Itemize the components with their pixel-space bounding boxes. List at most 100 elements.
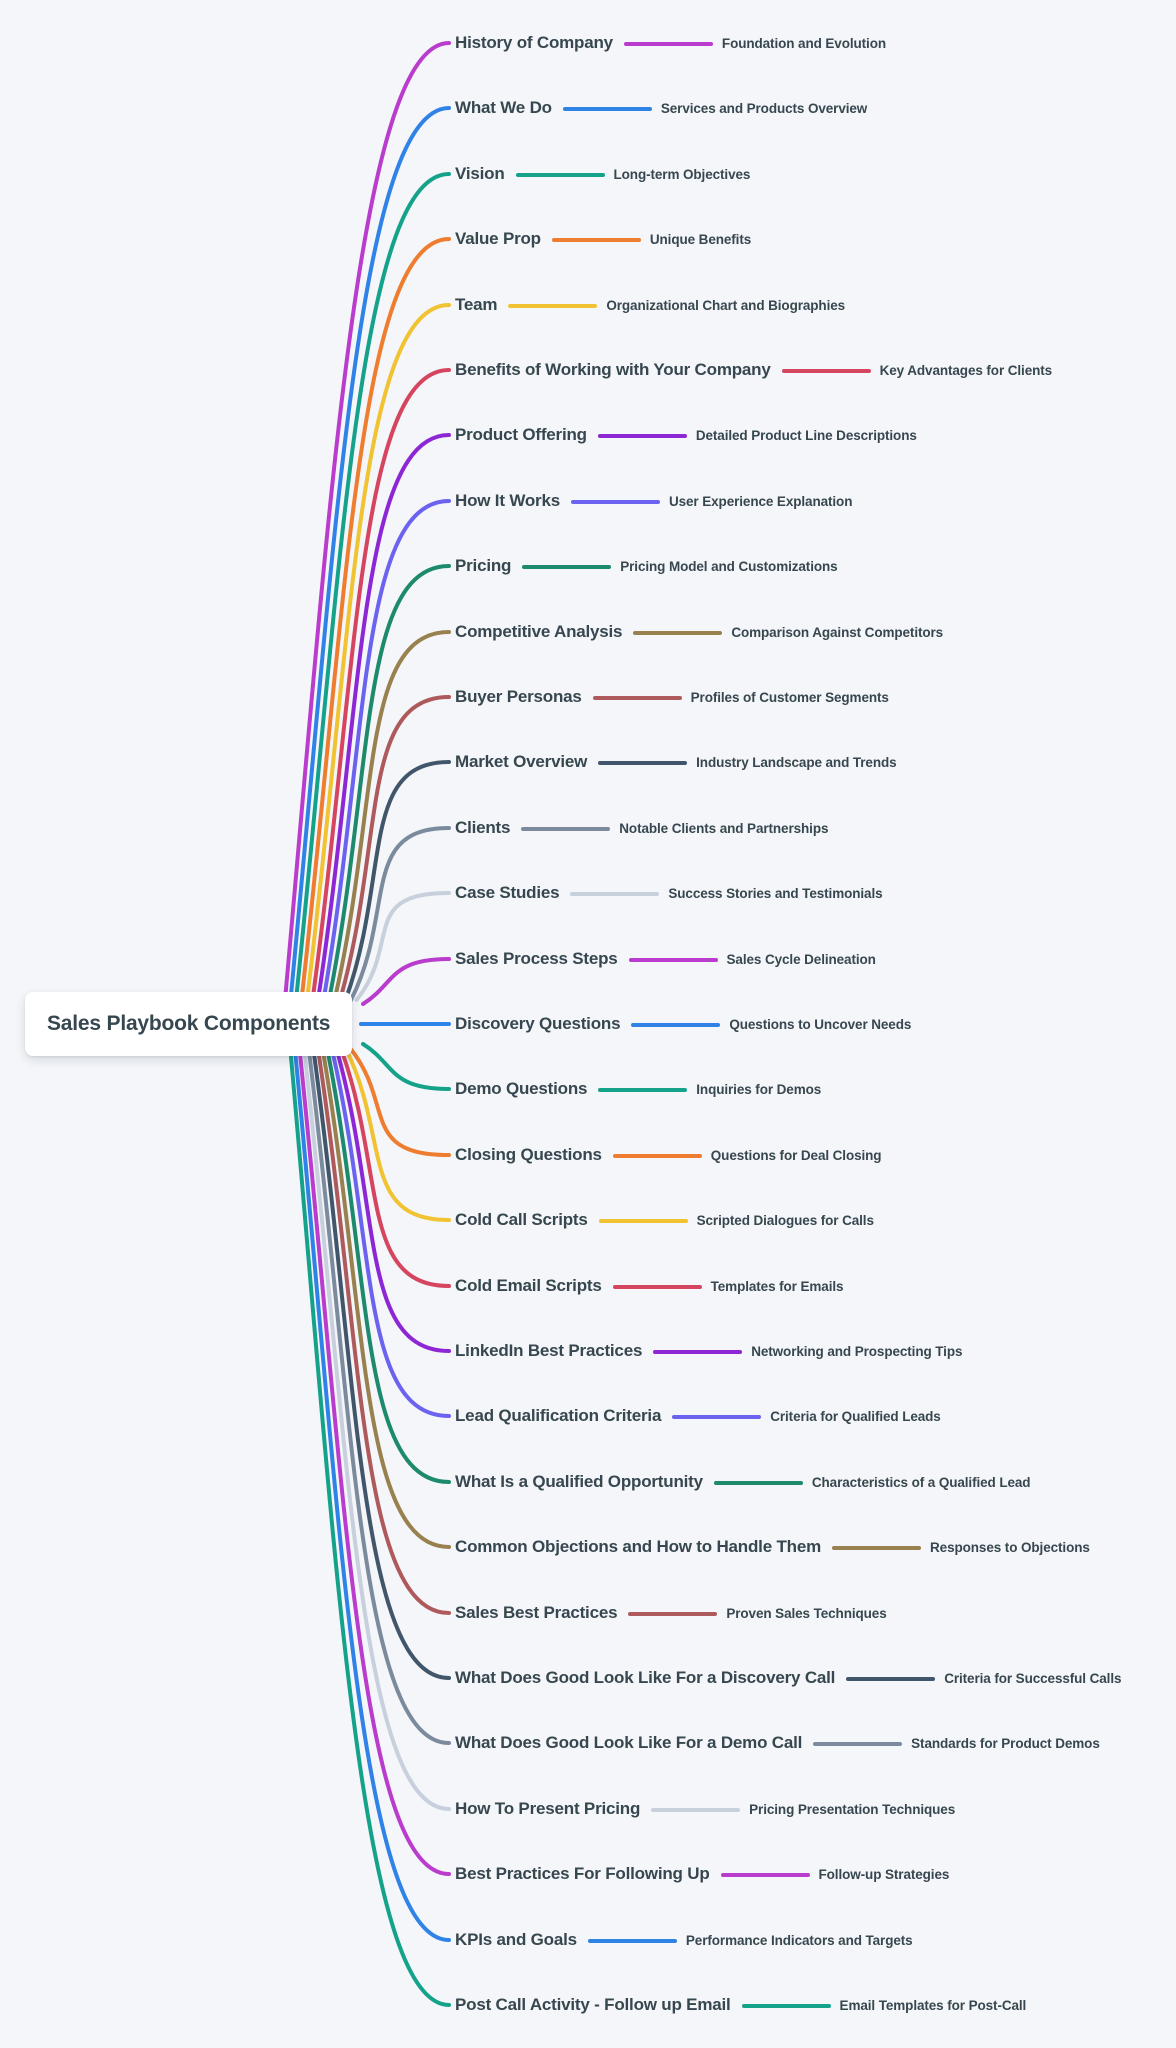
branch-label[interactable]: What Does Good Look Like For a Demo Call <box>455 1733 803 1752</box>
branch-sublabel[interactable]: Success Stories and Testimonials <box>668 885 883 901</box>
branch-connector-bar <box>623 41 713 46</box>
branch-row: What We Do Services and Products Overview <box>455 98 867 118</box>
branch-sublabel[interactable]: Responses to Objections <box>930 1539 1090 1555</box>
branch-sublabel[interactable]: Pricing Model and Customizations <box>620 558 838 574</box>
branch-label[interactable]: How To Present Pricing <box>455 1799 641 1818</box>
branch-connector-bar <box>672 1414 762 1419</box>
branch-connector-bar <box>631 1022 721 1027</box>
branch-curve <box>321 499 451 1002</box>
branch-row: Best Practices For Following Up Follow-up… <box>455 1864 949 1884</box>
branch-label[interactable]: KPIs and Goals <box>455 1930 577 1949</box>
branch-label[interactable]: What We Do <box>455 98 552 117</box>
branch-label[interactable]: What Does Good Look Like For a Discovery… <box>455 1668 836 1687</box>
branch-row: What Does Good Look Like For a Discovery… <box>455 1668 1121 1688</box>
branch-label[interactable]: Common Objections and How to Handle Them <box>455 1537 822 1556</box>
branch-sublabel[interactable]: Criteria for Successful Calls <box>944 1670 1122 1686</box>
branch-label[interactable]: Pricing <box>455 556 512 575</box>
branch-row: Pricing Pricing Model and Customizations <box>455 556 838 576</box>
branch-label[interactable]: Sales Process Steps <box>455 949 618 968</box>
branch-label[interactable]: Clients <box>455 818 511 837</box>
branch-sublabel[interactable]: Services and Products Overview <box>660 100 868 116</box>
branch-label[interactable]: Team <box>455 295 498 314</box>
branch-curve <box>283 41 451 1002</box>
branch-row: How It Works User Experience Explanation <box>455 491 852 511</box>
root-node[interactable]: Sales Playbook Components <box>25 992 353 1056</box>
branch-curve <box>292 1046 451 1942</box>
branch-connector-bar <box>551 237 641 242</box>
branch-sublabel[interactable]: Unique Benefits <box>649 231 752 247</box>
branch-label[interactable]: Demo Questions <box>455 1079 588 1098</box>
branch-sublabel[interactable]: Standards for Product Demos <box>911 1735 1100 1751</box>
branch-label[interactable]: Post Call Activity - Follow up Email <box>455 1995 731 2014</box>
branch-sublabel[interactable]: Questions to Uncover Needs <box>729 1016 912 1032</box>
branch-label[interactable]: Vision <box>455 164 505 183</box>
branch-connector-bar <box>741 2003 831 2008</box>
branch-sublabel[interactable]: Inquiries for Demos <box>696 1081 822 1097</box>
branch-sublabel[interactable]: Comparison Against Competitors <box>731 624 944 640</box>
branch-label[interactable]: Value Prop <box>455 229 541 248</box>
branch-sublabel[interactable]: Notable Clients and Partnerships <box>619 820 829 836</box>
branch-label[interactable]: Competitive Analysis <box>455 622 623 641</box>
branch-sublabel[interactable]: Industry Landscape and Trends <box>696 754 897 770</box>
branch-label[interactable]: Cold Call Scripts <box>455 1210 588 1229</box>
branch-sublabel[interactable]: Criteria for Qualified Leads <box>770 1408 941 1424</box>
branch-row: Clients Notable Clients and Partnerships <box>455 818 828 838</box>
branch-sublabel[interactable]: Follow-up Strategies <box>818 1866 950 1882</box>
branch-row: Common Objections and How to Handle Them… <box>455 1537 1090 1557</box>
branch-sublabel[interactable]: Profiles of Customer Segments <box>690 689 889 705</box>
branch-sublabel[interactable]: Organizational Chart and Biographies <box>606 297 846 313</box>
branch-connector-bar <box>832 1545 922 1550</box>
branch-connector-bar <box>592 695 682 700</box>
branch-label[interactable]: Closing Questions <box>455 1145 602 1164</box>
branch-curve <box>310 368 451 1002</box>
branch-label[interactable]: How It Works <box>455 491 560 510</box>
branch-label[interactable]: LinkedIn Best Practices <box>455 1341 643 1360</box>
branch-sublabel[interactable]: Proven Sales Techniques <box>726 1605 887 1621</box>
branch-label[interactable]: Cold Email Scripts <box>455 1276 602 1295</box>
branch-sublabel[interactable]: Performance Indicators and Targets <box>685 1932 913 1948</box>
branch-connector-bar <box>521 826 611 831</box>
branch-label[interactable]: Product Offering <box>455 425 587 444</box>
branch-sublabel[interactable]: Characteristics of a Qualified Lead <box>811 1474 1031 1490</box>
branch-connector-bar <box>813 1741 903 1746</box>
branch-sublabel[interactable]: Long-term Objectives <box>613 166 751 182</box>
branch-sublabel[interactable]: Scripted Dialogues for Calls <box>696 1212 874 1228</box>
branch-curve <box>343 760 451 1002</box>
branch-sublabel[interactable]: Email Templates for Post-Call <box>839 1997 1027 2013</box>
branch-connector-bar <box>846 1676 936 1681</box>
branch-curve <box>316 433 451 1002</box>
branch-label[interactable]: Lead Qualification Criteria <box>455 1406 662 1425</box>
branch-label[interactable]: Case Studies <box>455 883 560 902</box>
branch-label[interactable]: Sales Best Practices <box>455 1603 618 1622</box>
branch-sublabel[interactable]: Detailed Product Line Descriptions <box>695 427 917 443</box>
branch-connector-bar <box>612 1284 702 1289</box>
branch-row: Sales Process Steps Sales Cycle Delineati… <box>455 949 876 969</box>
branch-sublabel[interactable]: Questions for Deal Closing <box>710 1147 882 1163</box>
branch-sublabel[interactable]: User Experience Explanation <box>668 493 853 509</box>
branch-connector-bar <box>598 1087 688 1092</box>
branch-label[interactable]: Discovery Questions <box>455 1014 621 1033</box>
branch-connector-bar <box>598 760 688 765</box>
branch-connector-bar <box>612 1153 702 1158</box>
branch-sublabel[interactable]: Networking and Prospecting Tips <box>751 1343 963 1359</box>
branch-label[interactable]: What Is a Qualified Opportunity <box>455 1472 703 1491</box>
branch-sublabel[interactable]: Pricing Presentation Techniques <box>749 1801 956 1817</box>
branch-label[interactable]: Best Practices For Following Up <box>455 1864 710 1883</box>
branch-connector-bar <box>597 433 687 438</box>
branch-label[interactable]: History of Company <box>455 33 613 52</box>
branch-sublabel[interactable]: Sales Cycle Delineation <box>726 951 876 967</box>
branch-curve <box>294 172 451 1002</box>
branch-sublabel[interactable]: Key Advantages for Clients <box>879 362 1053 378</box>
branch-sublabel[interactable]: Foundation and Evolution <box>721 35 886 51</box>
branch-label[interactable]: Benefits of Working with Your Company <box>455 360 771 379</box>
branch-row: Competitive Analysis Comparison Against C… <box>455 622 943 642</box>
branch-curve <box>306 1046 451 1745</box>
branch-curve <box>311 1046 451 1680</box>
branch-sublabel[interactable]: Templates for Emails <box>710 1278 844 1294</box>
branch-label[interactable]: Buyer Personas <box>455 687 582 706</box>
branch-connector-bar <box>562 106 652 111</box>
branch-connector-bar <box>570 499 660 504</box>
branch-curve <box>329 1046 451 1418</box>
branch-label[interactable]: Market Overview <box>455 752 588 771</box>
